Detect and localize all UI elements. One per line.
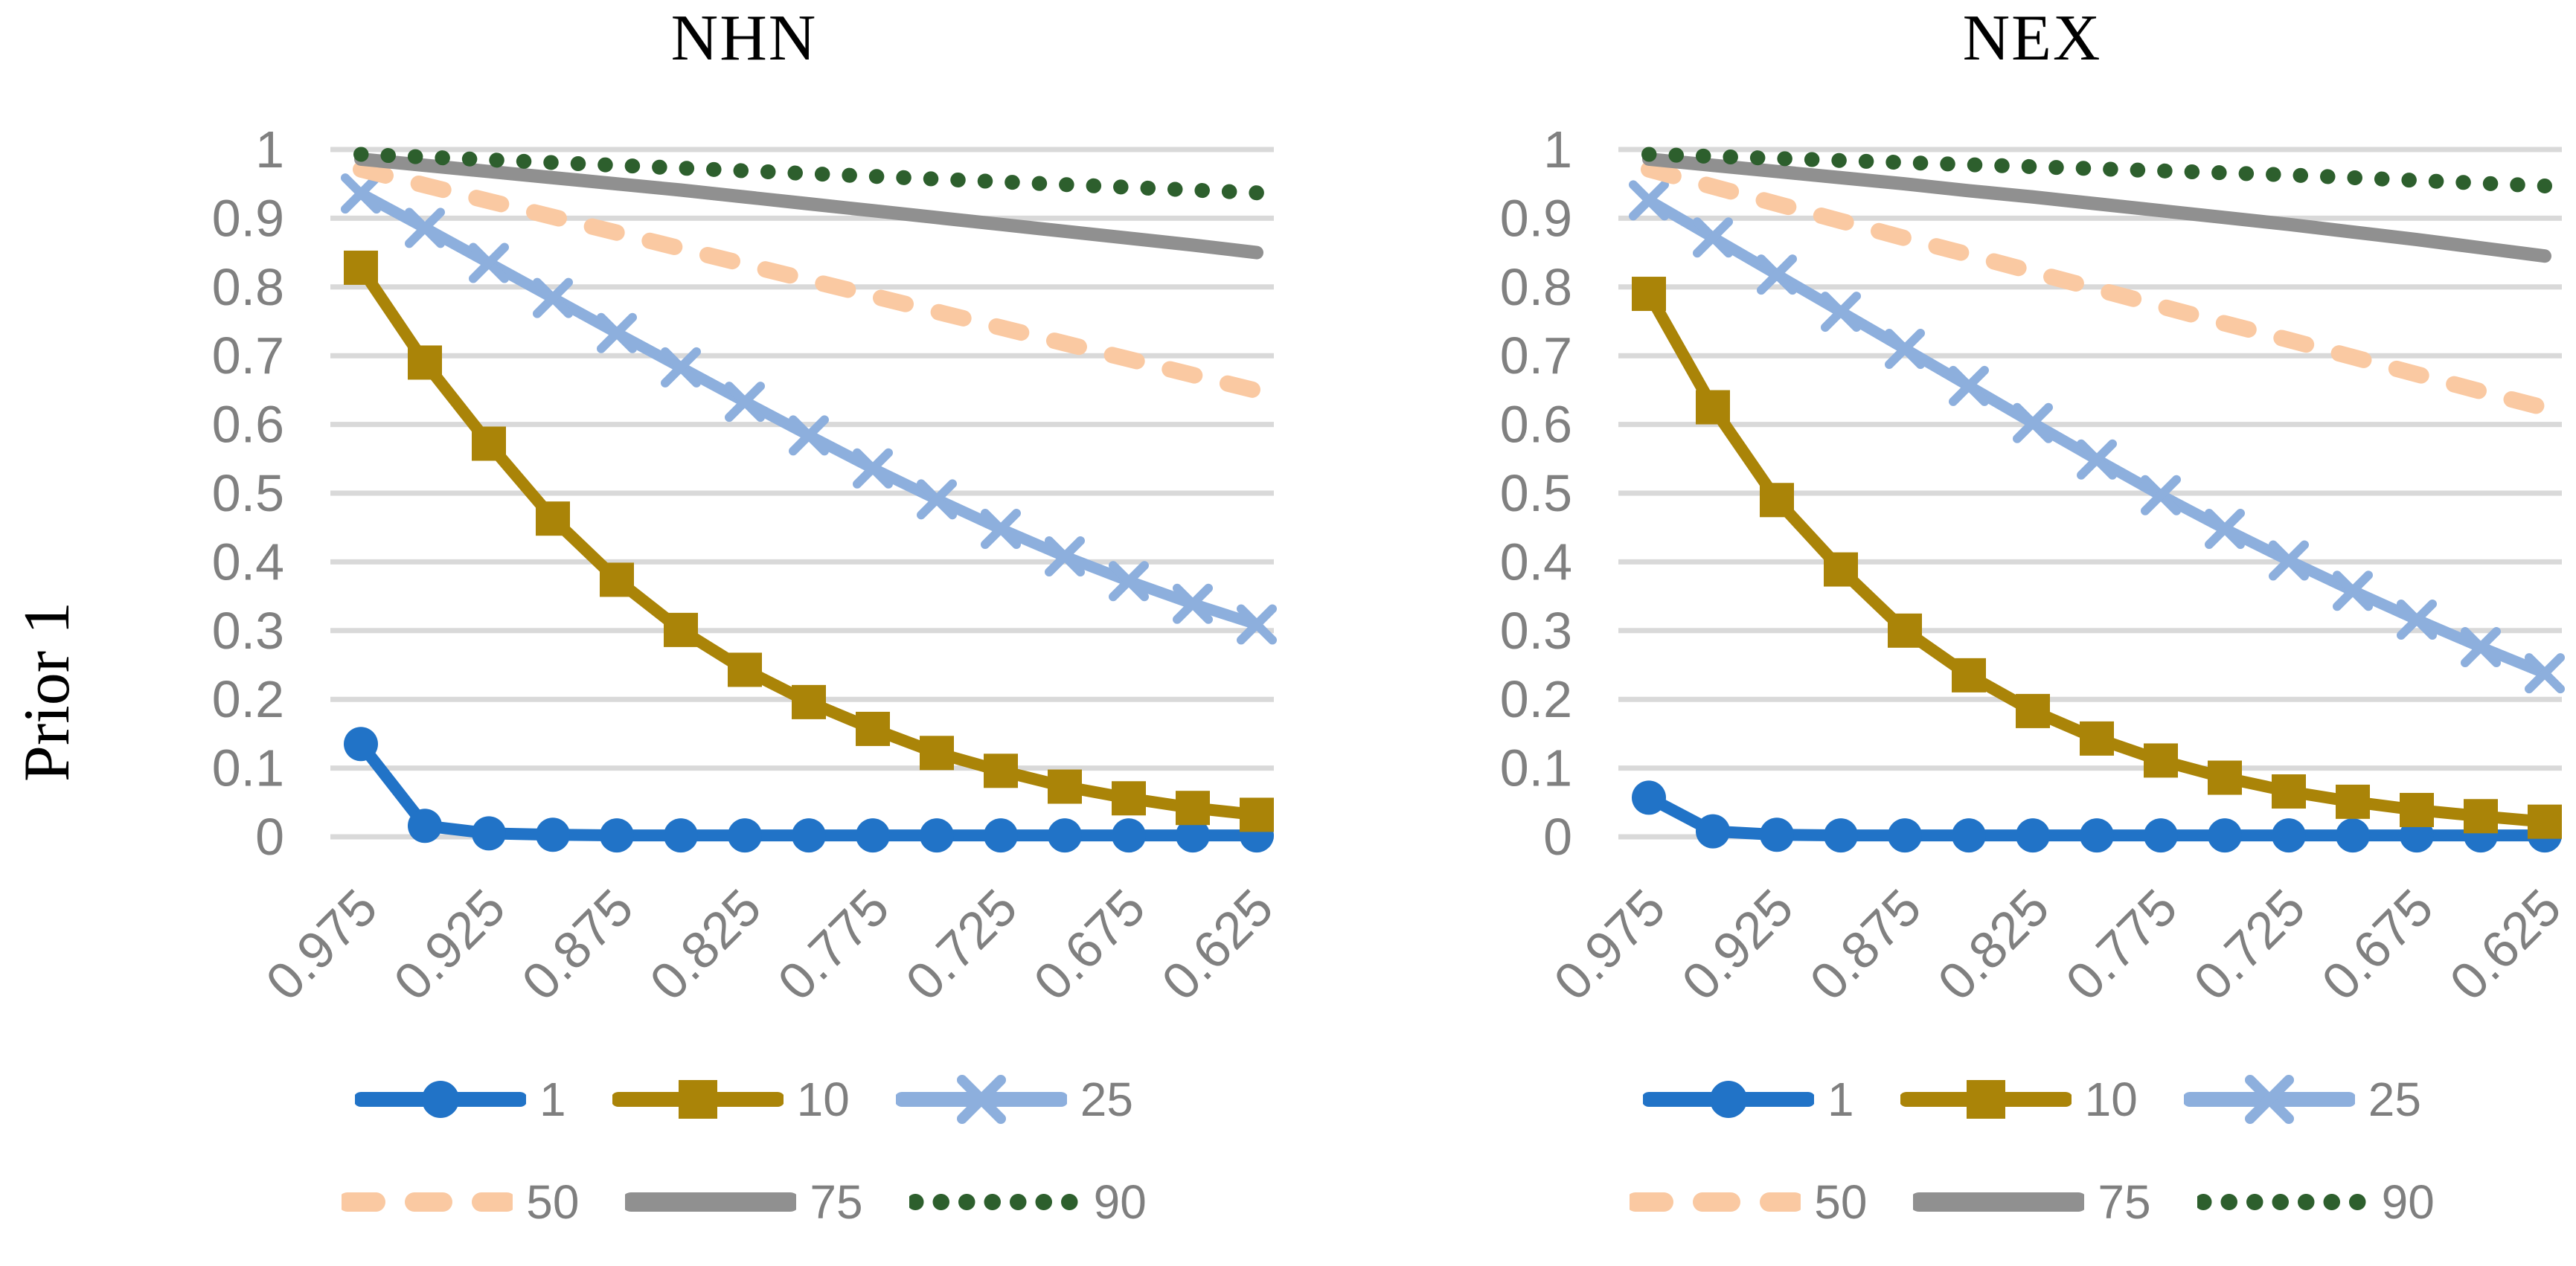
series-10-markers: [344, 250, 1274, 832]
legend-label: 75: [2098, 1175, 2151, 1229]
x-tick-label: 0.625: [1151, 878, 1284, 1011]
y-tick-label: 0.2: [1500, 670, 1572, 728]
x-tick-label: 0.975: [1543, 878, 1676, 1011]
legend-item-75: 75: [1913, 1175, 2151, 1229]
legend-swatch-75: [1913, 1192, 2085, 1212]
y-tick-label: 0.1: [212, 739, 284, 797]
legend-row: 1 10 25: [355, 1073, 1133, 1126]
legend-label: 90: [1093, 1175, 1147, 1229]
legend-swatch-50: [1630, 1192, 1801, 1212]
y-tick-label: 0.7: [1500, 327, 1572, 385]
legend-label: 50: [1814, 1175, 1868, 1229]
chart-title-nex: NEX: [1962, 2, 2102, 74]
chart-title-nhn: NHN: [670, 2, 818, 74]
series-1-markers: [1632, 780, 2562, 853]
legend-swatch-75: [625, 1192, 797, 1212]
legend-item-10: 10: [612, 1073, 850, 1126]
legend-swatch-10: [612, 1080, 784, 1119]
legend-label: 1: [539, 1073, 566, 1126]
legend-label: 25: [1080, 1073, 1133, 1126]
y-tick-label: 0.9: [212, 189, 284, 247]
y-tick-label: 0.8: [212, 258, 284, 316]
x-tick-label: 0.875: [1799, 878, 1932, 1011]
chart-panel-nex: NEX 0 0.1 0.2 0.3 0.4 0.5 0.6 0.7 0.8 0.9 1 0.975 0.…: [1288, 0, 2576, 1266]
legend-nhn: 1 10 25 50 75 90: [275, 1073, 1213, 1229]
plot-area-nex: 00.10.20.30.40.50.60.70.80.910.9750.9250…: [1500, 121, 2572, 1011]
legend-swatch-1: [1643, 1081, 1815, 1118]
legend-row: 1 10 25: [1643, 1073, 2421, 1126]
legend-item-1: 1: [355, 1073, 566, 1126]
x-tick-label: 0.625: [2439, 878, 2572, 1011]
legend-label: 25: [2368, 1073, 2421, 1126]
series-50-line: [1641, 161, 2553, 417]
series-75-line: [1642, 152, 2551, 263]
series-25-markers: [341, 173, 1277, 645]
series-10-markers: [1632, 277, 2562, 839]
legend-swatch-1: [355, 1081, 527, 1118]
y-tick-label: 1: [1543, 121, 1572, 179]
y-tick-label: 0.6: [1500, 396, 1572, 454]
x-tick-label: 0.925: [1671, 878, 1804, 1011]
legend-label: 50: [526, 1175, 580, 1229]
x-tick-label: 0.925: [383, 878, 516, 1011]
series-50-line: [353, 161, 1265, 399]
chart-panel-nhn: NHN 0 0.1 0.2 0.3 0.4 0.5 0.6 0.7 0.8 0.9 1 0.975 0.…: [212, 2, 1284, 1230]
y-tick-label: 0.4: [212, 533, 284, 591]
legend-label: 90: [2381, 1175, 2435, 1229]
y-tick-label: 0.8: [1500, 258, 1572, 316]
y-tick-label: 0.9: [1500, 189, 1572, 247]
x-tick-label: 0.675: [2311, 878, 2444, 1011]
x-tick-label: 0.725: [2183, 878, 2316, 1011]
y-tick-label: 0.2: [212, 670, 284, 728]
legend-item-50: 50: [1630, 1175, 1867, 1229]
x-tick-label: 0.825: [1927, 878, 2060, 1011]
series-25-markers: [1629, 180, 2565, 694]
y-tick-label: 0: [1543, 808, 1572, 866]
legend-label: 10: [796, 1073, 850, 1126]
x-tick-label: 0.825: [639, 878, 772, 1011]
legend-item-90: 90: [909, 1175, 1147, 1229]
legend-item-90: 90: [2197, 1175, 2435, 1229]
y-tick-label: 0: [255, 808, 284, 866]
y-tick-label: 0.3: [212, 602, 284, 660]
legend-item-25: 25: [895, 1073, 1133, 1126]
x-tick-label: 0.775: [2055, 878, 2188, 1011]
legend-label: 75: [810, 1175, 863, 1229]
legend-swatch-25: [2183, 1075, 2355, 1124]
legend-item-1: 1: [1643, 1073, 1854, 1126]
legend-swatch-25: [895, 1075, 1067, 1124]
legend-label: 1: [1827, 1073, 1854, 1126]
y-tick-label: 0.1: [1500, 739, 1572, 797]
legend-row: 50 75 90: [1630, 1175, 2435, 1229]
legend-row: 50 75 90: [342, 1175, 1147, 1229]
legend-item-50: 50: [342, 1175, 579, 1229]
legend-item-10: 10: [1900, 1073, 2138, 1126]
y-tick-label: 1: [255, 121, 284, 179]
x-tick-label: 0.775: [767, 878, 900, 1011]
y-tick-label: 0.3: [1500, 602, 1572, 660]
legend-swatch-90: [2197, 1194, 2368, 1210]
x-tick-label: 0.875: [511, 878, 644, 1011]
legend-item-75: 75: [625, 1175, 863, 1229]
x-tick-label: 0.675: [1023, 878, 1156, 1011]
legend-item-25: 25: [2183, 1073, 2421, 1126]
legend-nex: 1 10 25 50 75 90: [1563, 1073, 2501, 1229]
legend-swatch-10: [1900, 1080, 2072, 1119]
y-tick-label: 0.5: [1500, 464, 1572, 522]
y-tick-label: 0.7: [212, 327, 284, 385]
legend-label: 10: [2084, 1073, 2138, 1126]
legend-swatch-90: [909, 1194, 1080, 1210]
y-tick-label: 0.5: [212, 464, 284, 522]
plot-area-nhn: 00.10.20.30.40.50.60.70.80.910.9750.9250…: [212, 121, 1284, 1011]
x-tick-label: 0.975: [255, 878, 388, 1011]
series-75-line: [354, 152, 1263, 260]
x-tick-label: 0.725: [895, 878, 1028, 1011]
y-tick-label: 0.4: [1500, 533, 1572, 591]
legend-swatch-50: [342, 1192, 513, 1212]
y-tick-label: 0.6: [212, 396, 284, 454]
